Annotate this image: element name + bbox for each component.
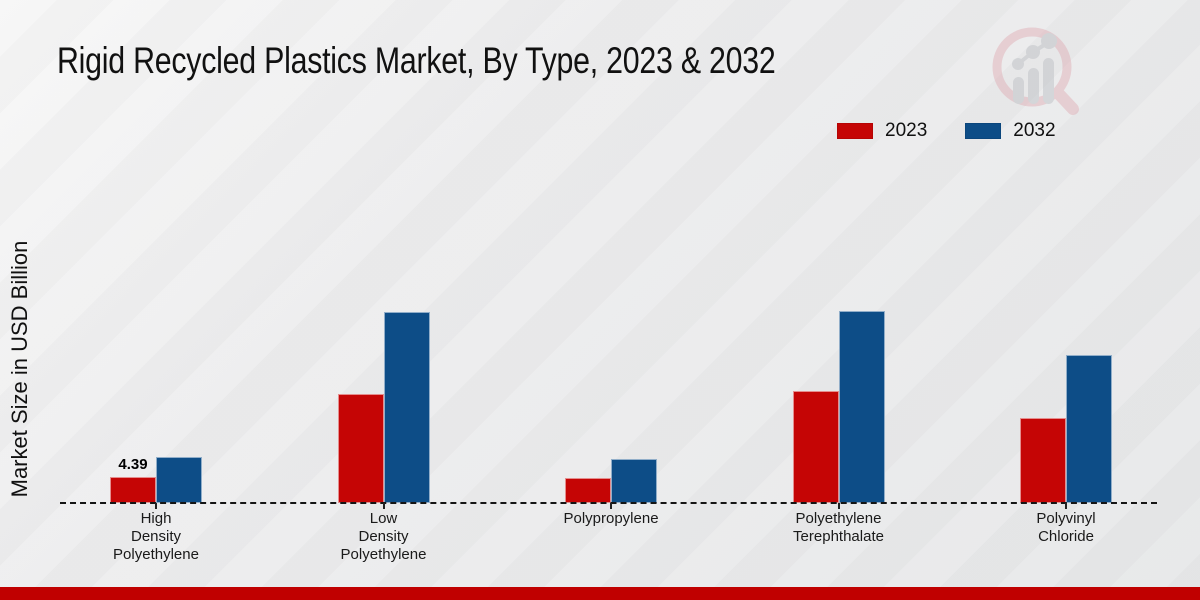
legend-item-2032: 2032 [965, 120, 1056, 142]
bar-value-label: 4.39 [118, 456, 148, 473]
legend-label-2032: 2032 [1013, 120, 1056, 141]
legend: 2023 2032 [837, 120, 1056, 142]
magnifier-bar-chart-logo-icon [992, 27, 1079, 115]
x-axis-baseline [60, 502, 1157, 504]
bar-2032-polypropylene [611, 459, 657, 503]
x-axis-category-label: Polyethylene Terephthalate [793, 510, 884, 545]
x-axis-tick [382, 503, 385, 509]
legend-label-2023: 2023 [885, 120, 928, 141]
x-axis-tick [610, 503, 612, 509]
footer-accent-bar [0, 587, 1200, 600]
x-axis-category-label: Polypropylene [563, 510, 659, 527]
page-title: Rigid Recycled Plastics Market, By Type,… [57, 40, 776, 81]
bar-2032-low-density-polyethylene [383, 312, 430, 503]
x-axis-category-label: High Density Polyethylene [113, 510, 199, 563]
legend-swatch-2023 [837, 123, 873, 139]
bar-2023-polyethylene-terephthalate [792, 391, 839, 503]
bar-2032-polyvinyl-chloride [1066, 355, 1112, 503]
bar-2032-polyethylene-terephthalate [838, 311, 885, 503]
x-axis-tick [1065, 503, 1067, 509]
bar-2023-low-density-polyethylene [337, 394, 384, 503]
legend-item-2023: 2023 [837, 120, 927, 142]
bar-2023-high-density-polyethylene [110, 477, 156, 503]
bar-2023-polypropylene [565, 478, 611, 503]
x-axis-tick [837, 503, 840, 509]
x-axis-category-label: Low Density Polyethylene [340, 510, 427, 563]
x-axis-tick [155, 503, 157, 509]
bar-2023-polyvinyl-chloride [1020, 418, 1066, 503]
x-axis-category-label: Polyvinyl Chloride [1036, 510, 1096, 545]
legend-swatch-2032 [965, 123, 1002, 139]
